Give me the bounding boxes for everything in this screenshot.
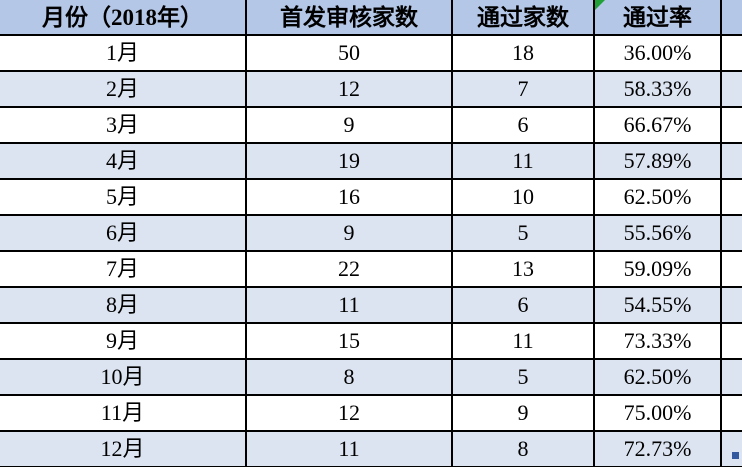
cell-passed-count[interactable]: 11 [453,144,595,178]
cell-month[interactable]: 7月 [0,252,247,286]
cell-pass-rate[interactable]: 62.50% [595,360,722,394]
table-row: 7月 22 13 59.09% [0,252,742,288]
cell-passed-count[interactable]: 8 [453,432,595,466]
table-body: 1月 50 18 36.00% 2月 12 7 58.33% 3月 9 6 66… [0,36,742,467]
cell-overflow[interactable] [722,216,742,250]
cell-passed-count[interactable]: 18 [453,36,595,70]
table-row: 11月 12 9 75.00% [0,396,742,432]
cell-passed-count[interactable]: 6 [453,288,595,322]
cell-overflow[interactable] [722,252,742,286]
cell-overflow[interactable] [722,324,742,358]
cell-reviewed-count[interactable]: 16 [247,180,453,214]
header-cell-pass-rate-label: 通过率 [623,4,692,30]
cell-overflow[interactable] [722,36,742,70]
cell-passed-count[interactable]: 5 [453,216,595,250]
cell-passed-count[interactable]: 5 [453,360,595,394]
cell-pass-rate[interactable]: 62.50% [595,180,722,214]
header-cell-passed-count[interactable]: 通过家数 [453,0,595,34]
table-row: 3月 9 6 66.67% [0,108,742,144]
cell-overflow[interactable] [722,144,742,178]
cell-month[interactable]: 2月 [0,72,247,106]
cell-month[interactable]: 10月 [0,360,247,394]
cell-pass-rate[interactable]: 58.33% [595,72,722,106]
cell-pass-rate[interactable]: 72.73% [595,432,722,466]
cell-overflow[interactable] [722,108,742,142]
header-cell-pass-rate[interactable]: 通过率 [595,0,722,34]
table-row: 5月 16 10 62.50% [0,180,742,216]
cell-reviewed-count[interactable]: 8 [247,360,453,394]
cell-reviewed-count[interactable]: 50 [247,36,453,70]
cell-pass-rate[interactable]: 73.33% [595,324,722,358]
header-row: 月份（2018年） 首发审核家数 通过家数 通过率 [0,0,742,36]
table-row: 8月 11 6 54.55% [0,288,742,324]
cell-reviewed-count[interactable]: 19 [247,144,453,178]
cell-passed-count[interactable]: 6 [453,108,595,142]
cell-month[interactable]: 12月 [0,432,247,466]
cell-month[interactable]: 8月 [0,288,247,322]
cell-reviewed-count[interactable]: 12 [247,72,453,106]
header-cell-reviewed-count[interactable]: 首发审核家数 [247,0,453,34]
cell-overflow[interactable] [722,360,742,394]
cell-month[interactable]: 4月 [0,144,247,178]
table-row: 12月 11 8 72.73% [0,432,742,467]
header-cell-month[interactable]: 月份（2018年） [0,0,247,34]
cell-overflow[interactable] [722,432,742,466]
cell-reviewed-count[interactable]: 12 [247,396,453,430]
cell-month[interactable]: 5月 [0,180,247,214]
header-overflow-cell[interactable] [722,0,742,34]
cell-pass-rate[interactable]: 57.89% [595,144,722,178]
cell-reviewed-count[interactable]: 9 [247,216,453,250]
cell-passed-count[interactable]: 9 [453,396,595,430]
table-row: 2月 12 7 58.33% [0,72,742,108]
selection-fill-handle[interactable] [732,452,739,459]
cell-month[interactable]: 3月 [0,108,247,142]
cell-month[interactable]: 11月 [0,396,247,430]
table-row: 4月 19 11 57.89% [0,144,742,180]
cell-passed-count[interactable]: 13 [453,252,595,286]
cell-reviewed-count[interactable]: 22 [247,252,453,286]
cell-overflow[interactable] [722,396,742,430]
cell-pass-rate[interactable]: 75.00% [595,396,722,430]
cell-error-flag-icon [595,0,605,10]
cell-pass-rate[interactable]: 55.56% [595,216,722,250]
cell-pass-rate[interactable]: 36.00% [595,36,722,70]
cell-reviewed-count[interactable]: 11 [247,288,453,322]
cell-overflow[interactable] [722,288,742,322]
cell-passed-count[interactable]: 10 [453,180,595,214]
cell-passed-count[interactable]: 11 [453,324,595,358]
cell-pass-rate[interactable]: 59.09% [595,252,722,286]
cell-pass-rate[interactable]: 54.55% [595,288,722,322]
cell-overflow[interactable] [722,72,742,106]
cell-month[interactable]: 6月 [0,216,247,250]
cell-pass-rate[interactable]: 66.67% [595,108,722,142]
cell-reviewed-count[interactable]: 15 [247,324,453,358]
table-row: 6月 9 5 55.56% [0,216,742,252]
cell-reviewed-count[interactable]: 9 [247,108,453,142]
table-row: 9月 15 11 73.33% [0,324,742,360]
cell-month[interactable]: 1月 [0,36,247,70]
cell-overflow[interactable] [722,180,742,214]
cell-month[interactable]: 9月 [0,324,247,358]
table-row: 1月 50 18 36.00% [0,36,742,72]
cell-passed-count[interactable]: 7 [453,72,595,106]
cell-reviewed-count[interactable]: 11 [247,432,453,466]
table-row: 10月 8 5 62.50% [0,360,742,396]
